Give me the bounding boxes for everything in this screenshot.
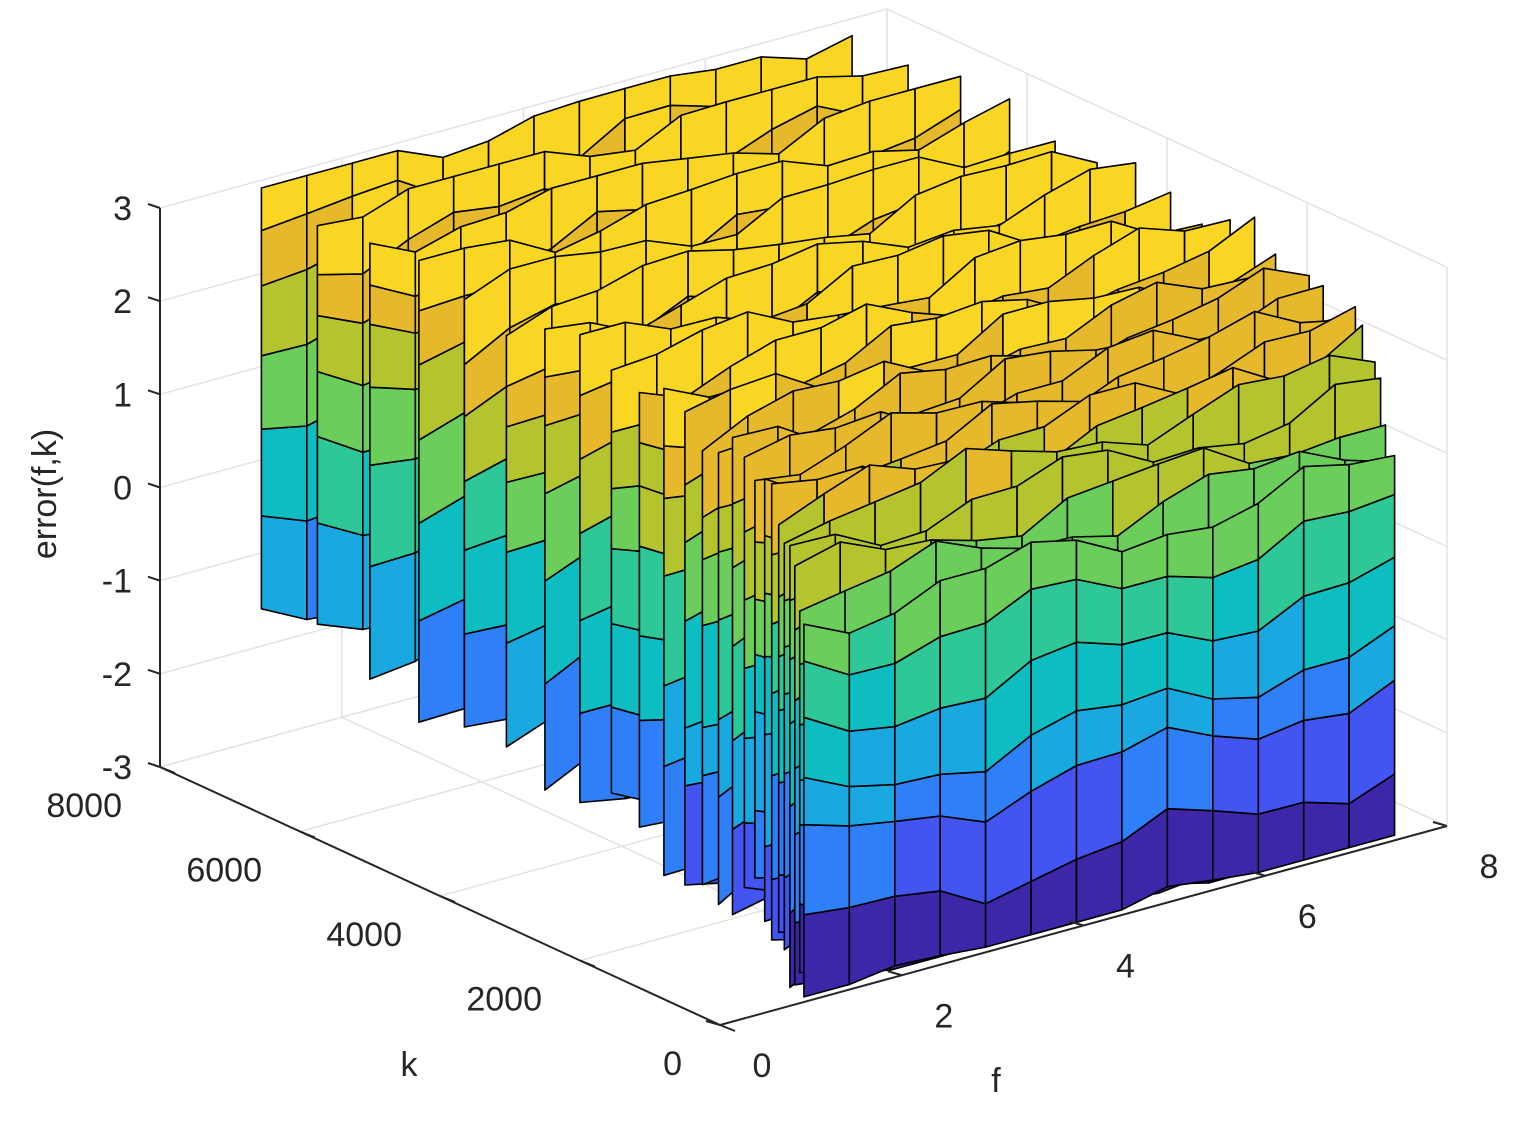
surface-face <box>939 697 987 776</box>
surface-face <box>1212 735 1260 816</box>
y-tick-mark <box>299 830 316 839</box>
grid-line-back-z <box>159 8 888 209</box>
surface-face <box>939 622 987 710</box>
surface-face <box>260 515 308 621</box>
z-tick-mark <box>147 575 161 582</box>
y-tick-label: 0 <box>663 1045 682 1083</box>
z-tick-label: -2 <box>102 656 132 694</box>
z-tick-mark <box>147 762 161 768</box>
grid-line-side-z <box>886 8 1448 268</box>
y-tick-label: 8000 <box>46 787 122 825</box>
surface-face <box>369 386 417 467</box>
z-tick-mark <box>147 482 161 489</box>
x-tick-mark <box>705 1020 721 1026</box>
surface-face <box>369 458 417 568</box>
surface-face <box>463 533 511 635</box>
z-tick-mark <box>147 668 161 675</box>
surface-face <box>1166 526 1214 579</box>
x-axis-label: f <box>991 1062 1001 1100</box>
label-layer: f k error(f,k) <box>26 429 1001 1100</box>
z-tick-label: -1 <box>102 563 132 601</box>
surface-face <box>1075 641 1123 712</box>
surface-face <box>316 216 364 276</box>
surface-face <box>260 425 308 522</box>
y-tick-label: 2000 <box>466 981 542 1019</box>
surface-face <box>848 783 896 827</box>
surface-face <box>848 820 896 909</box>
surface-face <box>1302 463 1350 523</box>
z-tick-label: 3 <box>113 190 132 228</box>
surface-face <box>914 75 962 139</box>
y-tick-mark <box>159 766 176 774</box>
x-tick-label: 6 <box>1298 898 1317 936</box>
z-tick-label: 2 <box>113 283 132 321</box>
surface-face <box>669 68 717 108</box>
surface-face <box>1302 712 1350 805</box>
surface-face <box>1302 581 1350 671</box>
surface-face <box>260 343 308 431</box>
surface-face <box>1212 809 1260 881</box>
x-tick-mark <box>887 970 903 977</box>
z-tick-label: 0 <box>113 470 132 508</box>
surface-face <box>463 623 511 728</box>
surface-layer <box>260 34 1396 998</box>
surface-face <box>316 273 364 325</box>
surface-face <box>1166 807 1214 888</box>
surface-face <box>893 890 942 967</box>
surface-face <box>316 435 364 537</box>
z-tick-mark <box>147 203 161 209</box>
y-axis-label: k <box>401 1046 419 1084</box>
surface-face <box>1166 575 1214 642</box>
z-tick-label: 1 <box>113 376 132 414</box>
surface-face <box>939 770 987 823</box>
surface-face <box>369 551 417 680</box>
x-tick-label: 2 <box>934 997 953 1035</box>
z-tick-mark <box>147 296 161 303</box>
surface-face <box>848 725 896 788</box>
x-tick-mark <box>1250 870 1266 877</box>
surface-face <box>1075 578 1123 646</box>
surface-face <box>893 815 942 898</box>
z-axis-label: error(f,k) <box>26 429 64 559</box>
surface-face <box>1348 454 1396 513</box>
y-tick-label: 4000 <box>326 916 402 954</box>
x-tick-label: 4 <box>1116 948 1135 986</box>
z-tick-mark <box>147 389 161 396</box>
surface-face <box>1302 801 1350 861</box>
surface-face <box>1212 630 1260 700</box>
z-tick-label: -3 <box>102 749 132 787</box>
surface-face <box>1075 751 1123 861</box>
surface-face <box>1212 696 1260 741</box>
surface-face <box>803 823 851 916</box>
y-tick-mark <box>719 1024 736 1032</box>
x-tick-mark <box>1069 920 1084 927</box>
y-tick-mark <box>439 895 456 903</box>
surface-face <box>939 815 987 905</box>
y-tick-label: 6000 <box>186 852 262 890</box>
surface-face <box>1166 631 1214 700</box>
surface-face <box>803 906 851 998</box>
surface-face <box>1302 510 1350 598</box>
x-tick-label: 0 <box>753 1047 772 1085</box>
surface-face <box>316 522 364 631</box>
y-tick-mark <box>579 959 596 968</box>
surface-face <box>1166 726 1214 812</box>
x-tick-label: 8 <box>1480 848 1499 886</box>
x-tick-mark <box>1432 821 1448 827</box>
axis-layer: 0 2 4 6 8 0 2000 4000 6000 8000-3 -2 -1 0 1 2 3 <box>46 190 1498 1085</box>
surface-face <box>369 323 417 391</box>
